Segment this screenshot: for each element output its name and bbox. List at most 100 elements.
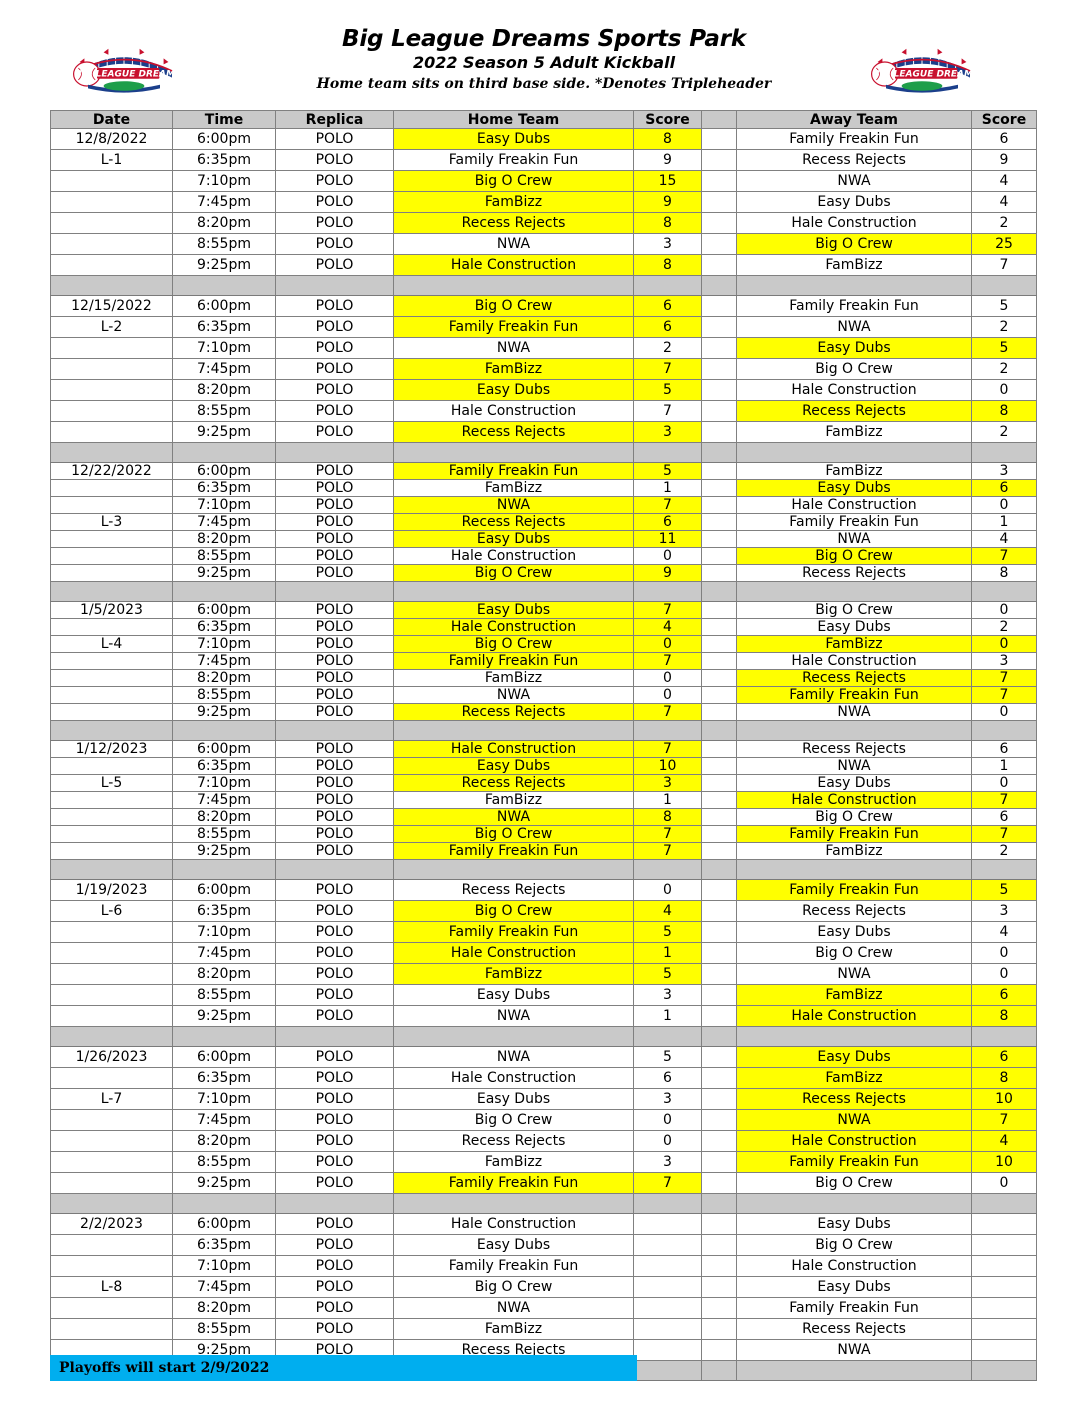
gap-cell (701, 601, 737, 619)
table-row[interactable]: 9:25pm POLO Family Freakin Fun 7 Big O Crew 0 (50, 1172, 1037, 1194)
away-team-name: FamBizz (736, 462, 972, 480)
table-row[interactable]: 8:55pm POLO Hale Construction 7 Recess Rejec… (50, 400, 1037, 422)
replica-field: POLO (275, 191, 394, 213)
game-time: 8:20pm (172, 808, 276, 826)
table-row[interactable]: 7:10pm POLO NWA 7 Hale Construction 0 (50, 496, 1037, 514)
home-team-score: 10 (633, 757, 702, 775)
table-row[interactable]: 6:35pm POLO FamBizz 1 Easy Dubs 6 (50, 479, 1037, 497)
table-row[interactable]: 6:35pm POLO Easy Dubs 10 NWA 1 (50, 757, 1037, 775)
away-team-score: 7 (971, 791, 1037, 809)
week-separator-cell (393, 720, 634, 741)
table-row[interactable]: 7:10pm POLO Big O Crew 15 NWA 4 (50, 170, 1037, 192)
away-team-score: 10 (971, 1088, 1037, 1110)
home-team-name: Recess Rejects (393, 1130, 634, 1152)
replica-field: POLO (275, 212, 394, 234)
gap-cell (701, 400, 737, 422)
replica-field: POLO (275, 379, 394, 401)
home-team-name: Family Freakin Fun (393, 921, 634, 943)
table-row[interactable]: 8:55pm POLO FamBizz Recess Rejects (50, 1318, 1037, 1340)
gap-cell (701, 703, 737, 721)
table-row[interactable]: 8:55pm POLO Hale Construction 0 Big O Crew 7 (50, 547, 1037, 565)
away-team-name: Easy Dubs (736, 337, 972, 359)
table-row[interactable]: 8:20pm POLO Recess Rejects 8 Hale Constructi… (50, 212, 1037, 234)
week-separator-cell (275, 275, 394, 296)
away-team-score: 5 (971, 295, 1037, 317)
away-team-name: Hale Construction (736, 212, 972, 234)
table-row[interactable]: L-5 7:10pm POLO Recess Rejects 3 Easy Dubs 0 (50, 774, 1037, 792)
table-row[interactable]: 8:20pm POLO FamBizz 0 Recess Rejects 7 (50, 669, 1037, 687)
header-row: Date Time Replica Home Team Score Away T… (50, 110, 1037, 129)
away-team-score: 6 (971, 1046, 1037, 1068)
home-team-name: FamBizz (393, 669, 634, 687)
table-row[interactable]: 8:55pm POLO FamBizz 3 Family Freakin Fun 10 (50, 1151, 1037, 1173)
week-separator-cell (701, 581, 737, 602)
home-team-score: 1 (633, 791, 702, 809)
table-row[interactable]: 1/19/2023 6:00pm POLO Recess Rejects 0 Family… (50, 879, 1037, 901)
table-row[interactable]: 8:20pm POLO Recess Rejects 0 Hale Constructi… (50, 1130, 1037, 1152)
date-cell-empty (50, 757, 173, 775)
table-row[interactable]: 2/2/2023 6:00pm POLO Hale Construction Easy … (50, 1213, 1037, 1235)
table-row[interactable]: 7:45pm POLO Big O Crew 0 NWA 7 (50, 1109, 1037, 1131)
table-row[interactable]: 8:20pm POLO NWA 8 Big O Crew 6 (50, 808, 1037, 826)
table-row[interactable]: 8:55pm POLO Big O Crew 7 Family Freakin Fun 7 (50, 825, 1037, 843)
home-team-score: 1 (633, 942, 702, 964)
table-row[interactable]: 8:55pm POLO NWA 0 Family Freakin Fun 7 (50, 686, 1037, 704)
table-row[interactable]: 7:45pm POLO FamBizz 1 Hale Construction 7 (50, 791, 1037, 809)
table-row[interactable]: 1/12/2023 6:00pm POLO Hale Construction 7 Rec… (50, 740, 1037, 758)
table-row[interactable]: 7:10pm POLO Family Freakin Fun Hale Constru… (50, 1255, 1037, 1277)
away-team-name: Easy Dubs (736, 774, 972, 792)
table-row[interactable]: 9:25pm POLO Big O Crew 9 Recess Rejects 8 (50, 564, 1037, 582)
table-row[interactable]: 8:55pm POLO Easy Dubs 3 FamBizz 6 (50, 984, 1037, 1006)
table-row[interactable]: 8:20pm POLO NWA Family Freakin Fun (50, 1297, 1037, 1319)
table-row[interactable]: 7:45pm POLO FamBizz 9 Easy Dubs 4 (50, 191, 1037, 213)
game-time: 6:35pm (172, 149, 276, 171)
week-separator-cell (971, 1026, 1037, 1047)
game-time: 7:45pm (172, 1109, 276, 1131)
table-row[interactable]: 6:35pm POLO Hale Construction 4 Easy Dubs 2 (50, 618, 1037, 636)
table-row[interactable]: 7:45pm POLO Hale Construction 1 Big O Crew 0 (50, 942, 1037, 964)
home-team-score: 0 (633, 1130, 702, 1152)
column-header-time: Time (172, 110, 276, 129)
table-row[interactable]: 6:35pm POLO Hale Construction 6 FamBizz 8 (50, 1067, 1037, 1089)
week-separator-cell (50, 442, 173, 463)
home-team-score: 8 (633, 212, 702, 234)
table-row[interactable]: 8:20pm POLO Easy Dubs 5 Hale Construction 0 (50, 379, 1037, 401)
away-team-name: Hale Construction (736, 1005, 972, 1027)
table-row[interactable]: 9:25pm POLO Hale Construction 8 FamBizz 7 (50, 254, 1037, 276)
gap-cell (701, 149, 737, 171)
table-row[interactable]: L-7 7:10pm POLO Easy Dubs 3 Recess Rejects 10 (50, 1088, 1037, 1110)
table-row[interactable]: 12/15/2022 6:00pm POLO Big O Crew 6 Family Fr… (50, 295, 1037, 317)
table-row[interactable]: 1/26/2023 6:00pm POLO NWA 5 Easy Dubs 6 (50, 1046, 1037, 1068)
table-row[interactable]: L-1 6:35pm POLO Family Freakin Fun 9 Recess R… (50, 149, 1037, 171)
table-row[interactable]: 12/8/2022 6:00pm POLO Easy Dubs 8 Family Frea… (50, 128, 1037, 150)
table-row[interactable]: 9:25pm POLO Family Freakin Fun 7 FamBizz 2 (50, 842, 1037, 860)
table-row[interactable]: 8:20pm POLO Easy Dubs 11 NWA 4 (50, 530, 1037, 548)
table-row[interactable]: 7:10pm POLO NWA 2 Easy Dubs 5 (50, 337, 1037, 359)
table-row[interactable]: L-6 6:35pm POLO Big O Crew 4 Recess Rejects 3 (50, 900, 1037, 922)
table-row[interactable]: 12/22/2022 6:00pm POLO Family Freakin Fun 5 F… (50, 462, 1037, 480)
away-team-score: 8 (971, 564, 1037, 582)
away-team-name: Recess Rejects (736, 1088, 972, 1110)
table-row[interactable]: 9:25pm POLO Recess Rejects 7 NWA 0 (50, 703, 1037, 721)
table-row[interactable]: 8:20pm POLO FamBizz 5 NWA 0 (50, 963, 1037, 985)
away-team-name: FamBizz (736, 842, 972, 860)
table-row[interactable]: 6:35pm POLO Easy Dubs Big O Crew (50, 1234, 1037, 1256)
table-row[interactable]: 9:25pm POLO Recess Rejects 3 FamBizz 2 (50, 421, 1037, 443)
table-row[interactable]: 7:10pm POLO Family Freakin Fun 5 Easy Dubs 4 (50, 921, 1037, 943)
home-team-name: Family Freakin Fun (393, 1255, 634, 1277)
week-separator-cell (633, 1026, 702, 1047)
table-row[interactable]: 9:25pm POLO NWA 1 Hale Construction 8 (50, 1005, 1037, 1027)
table-row[interactable]: 1/5/2023 6:00pm POLO Easy Dubs 7 Big O Crew 0 (50, 601, 1037, 619)
table-row[interactable]: 8:55pm POLO NWA 3 Big O Crew 25 (50, 233, 1037, 255)
table-row[interactable]: L-3 7:45pm POLO Recess Rejects 6 Family Freak… (50, 513, 1037, 531)
table-row[interactable]: 7:45pm POLO FamBizz 7 Big O Crew 2 (50, 358, 1037, 380)
table-row[interactable]: L-4 7:10pm POLO Big O Crew 0 FamBizz 0 (50, 635, 1037, 653)
game-time: 8:55pm (172, 1151, 276, 1173)
table-row[interactable]: 7:45pm POLO Family Freakin Fun 7 Hale Constr… (50, 652, 1037, 670)
svg-text:BIG LEAGUE DREAMS: BIG LEAGUE DREAMS (873, 69, 980, 79)
table-row[interactable]: L-8 7:45pm POLO Big O Crew Easy Dubs (50, 1276, 1037, 1298)
table-row[interactable]: L-2 6:35pm POLO Family Freakin Fun 6 NWA 2 (50, 316, 1037, 338)
gap-cell (701, 379, 737, 401)
home-team-score: 5 (633, 462, 702, 480)
home-team-score: 7 (633, 496, 702, 514)
